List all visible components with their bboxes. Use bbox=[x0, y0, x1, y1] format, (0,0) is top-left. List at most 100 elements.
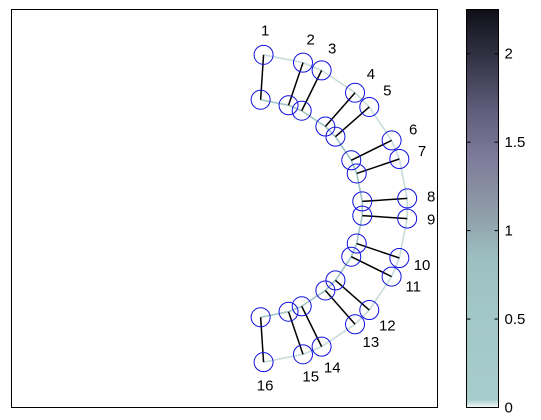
spoke-edge bbox=[362, 214, 408, 220]
outer-node bbox=[345, 82, 366, 103]
inner-ring-edge bbox=[324, 279, 337, 292]
inner-ring-edge bbox=[355, 215, 364, 244]
spoke-edge bbox=[356, 158, 400, 175]
inner-node bbox=[291, 296, 312, 317]
inner-ring-edge bbox=[301, 289, 326, 307]
outer-node bbox=[389, 148, 410, 169]
colorbar-tick-label: 0 bbox=[505, 400, 513, 417]
inner-ring-edge bbox=[334, 136, 352, 161]
node-label: 11 bbox=[405, 279, 421, 296]
inner-node bbox=[352, 191, 373, 212]
outer-ring-edge bbox=[302, 345, 322, 356]
node-label: 10 bbox=[414, 257, 431, 274]
inner-ring-edge bbox=[301, 110, 326, 128]
outer-ring-edge bbox=[354, 309, 370, 325]
spoke-edge bbox=[334, 106, 370, 138]
spoke-edge bbox=[334, 279, 370, 311]
inner-node bbox=[325, 270, 346, 291]
colorbar-ticks: 0 0.5 1 1.5 2 bbox=[466, 46, 526, 417]
outer-ring-edge bbox=[368, 106, 393, 141]
edge-layer bbox=[259, 54, 408, 363]
inner-ring-edge bbox=[288, 305, 303, 313]
outer-node bbox=[311, 336, 332, 357]
colorbar-gradient-bar bbox=[466, 9, 499, 408]
inner-ring-edge bbox=[260, 98, 289, 107]
inner-ring-edge bbox=[334, 256, 352, 281]
inner-node bbox=[291, 100, 312, 121]
inner-node bbox=[250, 307, 271, 328]
inner-node bbox=[278, 95, 299, 116]
outer-node bbox=[293, 344, 314, 365]
colorbar-tick-label: 1.5 bbox=[505, 134, 526, 151]
node-label: 14 bbox=[324, 360, 341, 377]
colorbar-tick-label: 1 bbox=[505, 223, 513, 240]
axes-frame bbox=[11, 9, 438, 408]
spoke-edge bbox=[350, 139, 392, 161]
spoke-edge bbox=[259, 317, 265, 363]
outer-node bbox=[293, 52, 314, 73]
inner-ring-edge bbox=[260, 310, 289, 319]
outer-ring-edge bbox=[321, 323, 356, 348]
node-label: 12 bbox=[379, 317, 396, 334]
spoke-edge bbox=[362, 197, 408, 203]
inner-node bbox=[315, 280, 336, 301]
outer-node bbox=[253, 352, 274, 373]
node-label: 7 bbox=[418, 143, 426, 160]
spoke-edge bbox=[301, 305, 323, 347]
outer-node bbox=[397, 208, 418, 229]
inner-node bbox=[346, 163, 367, 184]
outer-node bbox=[381, 130, 402, 151]
spoke-edge bbox=[259, 54, 265, 100]
node-label: 9 bbox=[427, 212, 435, 229]
inner-node bbox=[341, 246, 362, 267]
outer-ring-edge bbox=[390, 257, 401, 277]
outer-ring-edge bbox=[398, 158, 408, 199]
node-label: 5 bbox=[383, 83, 391, 100]
node-label: 15 bbox=[302, 369, 319, 386]
spoke-edge bbox=[301, 70, 323, 112]
inner-ring-edge bbox=[350, 159, 358, 174]
inner-node bbox=[278, 301, 299, 322]
outer-node bbox=[397, 188, 418, 209]
colorbar-tick-label: 2 bbox=[505, 46, 513, 63]
outer-ring-edge bbox=[263, 353, 304, 363]
colorbar: 0 0.5 1 1.5 2 bbox=[466, 9, 526, 417]
spoke-edge bbox=[350, 256, 392, 278]
inner-node bbox=[341, 150, 362, 171]
colorbar-tick-label: 0.5 bbox=[505, 311, 526, 328]
node-layer bbox=[250, 44, 418, 373]
outer-ring-edge bbox=[390, 140, 401, 160]
outer-node bbox=[381, 266, 402, 287]
inner-ring-edge bbox=[288, 104, 303, 112]
inner-ring-edge bbox=[350, 243, 358, 258]
inner-ring-edge bbox=[355, 173, 364, 202]
node-label: 3 bbox=[328, 40, 336, 57]
inner-node bbox=[352, 205, 373, 226]
inner-node bbox=[250, 89, 271, 110]
node-label: 4 bbox=[367, 66, 375, 83]
outer-node bbox=[359, 96, 380, 117]
inner-node bbox=[325, 126, 346, 147]
outer-ring-edge bbox=[368, 276, 393, 311]
outer-node bbox=[253, 44, 274, 65]
outer-ring-edge bbox=[398, 218, 408, 259]
spoke-edge bbox=[324, 289, 356, 325]
spoke-edge bbox=[287, 311, 304, 355]
outer-ring-edge bbox=[263, 54, 304, 64]
outer-node bbox=[359, 300, 380, 321]
node-label: 2 bbox=[307, 31, 315, 48]
node-label: 16 bbox=[257, 378, 274, 395]
node-label: 8 bbox=[427, 188, 435, 205]
outer-ring-edge bbox=[321, 69, 356, 94]
node-label: 6 bbox=[409, 121, 417, 138]
outer-node bbox=[389, 248, 410, 269]
outer-ring-edge bbox=[354, 92, 370, 108]
node-label: 1 bbox=[261, 22, 269, 39]
inner-ring-edge bbox=[324, 125, 337, 138]
outer-ring-edge bbox=[302, 61, 322, 72]
spoke-edge bbox=[324, 92, 356, 128]
inner-node bbox=[346, 233, 367, 254]
node-label: 13 bbox=[363, 334, 380, 351]
